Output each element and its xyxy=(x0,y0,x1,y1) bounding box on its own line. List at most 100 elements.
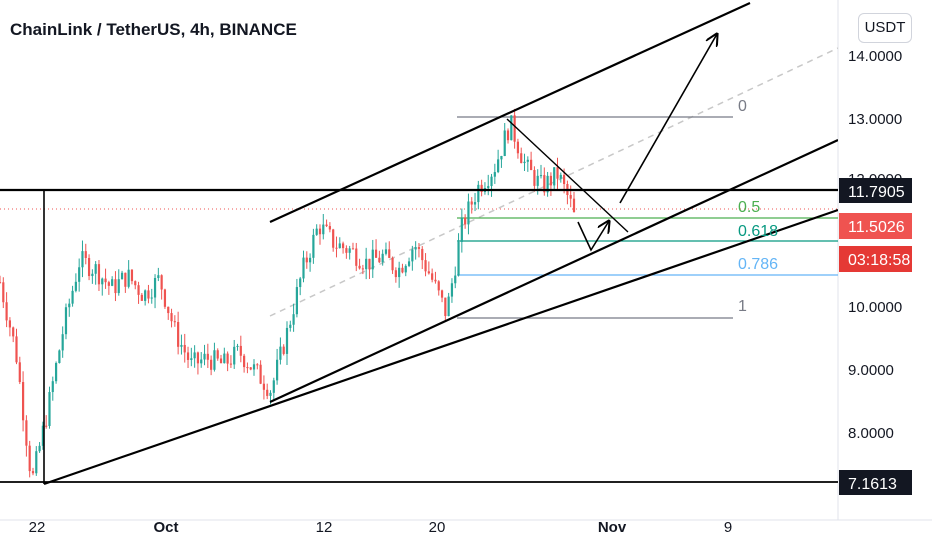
candle-body xyxy=(74,281,77,291)
current-price-tag xyxy=(839,213,912,239)
candle-body xyxy=(391,257,394,271)
y-tick-label: 14.0000 xyxy=(848,48,902,65)
candle-body xyxy=(341,243,345,249)
candle-body xyxy=(163,289,167,307)
candle-body xyxy=(358,265,361,269)
candle-body xyxy=(45,425,48,427)
x-tick-label: 22 xyxy=(29,519,46,536)
candle-body xyxy=(8,320,11,328)
candle-body xyxy=(490,176,493,187)
candle-body xyxy=(193,352,196,359)
lower-trendline xyxy=(43,208,838,486)
candle-body xyxy=(437,281,440,291)
candle-body xyxy=(295,287,298,315)
candle-body xyxy=(434,279,437,282)
candle-body xyxy=(388,249,391,258)
candle-body xyxy=(183,344,186,353)
candle-body xyxy=(467,201,470,225)
candle-body xyxy=(223,353,226,364)
candle-body xyxy=(312,234,315,258)
candle-body xyxy=(497,159,500,173)
candle-body xyxy=(269,392,272,396)
candle-body xyxy=(147,290,150,299)
candle-body xyxy=(556,167,559,179)
candle-body xyxy=(137,285,140,295)
candle-body xyxy=(572,198,576,213)
candle-body xyxy=(473,202,477,205)
candle-body xyxy=(170,313,173,322)
candle-body xyxy=(81,251,84,268)
y-tick-label: 10.0000 xyxy=(848,299,902,316)
candle-body xyxy=(381,253,384,263)
candle-body xyxy=(31,471,35,474)
candle-body xyxy=(332,229,335,248)
candle-body xyxy=(454,275,457,284)
candle-body xyxy=(252,364,256,370)
fib-label-0.618: 0.618 xyxy=(738,223,778,240)
candle-body xyxy=(404,265,407,273)
candle-body xyxy=(328,226,331,230)
candle-body xyxy=(120,272,124,280)
candle-body xyxy=(503,130,506,157)
candle-body xyxy=(206,353,209,360)
candle-body xyxy=(546,175,549,193)
candle-body xyxy=(292,314,295,325)
candle-body xyxy=(530,159,533,171)
pullback-arrow xyxy=(577,221,609,252)
candle-body xyxy=(35,451,38,474)
candle-body xyxy=(559,174,562,179)
candle-body xyxy=(322,224,325,235)
candle-body xyxy=(5,302,8,321)
candle-body xyxy=(130,269,134,282)
candle-body xyxy=(97,264,101,285)
candle-body xyxy=(78,267,81,282)
candle-body xyxy=(315,228,318,235)
candle-body xyxy=(61,334,64,351)
candle-body xyxy=(563,174,566,185)
candle-body xyxy=(256,364,259,366)
candle-body xyxy=(249,367,252,370)
candle-body xyxy=(398,267,401,278)
candle-body xyxy=(414,247,417,250)
fib-label-0.786: 0.786 xyxy=(738,256,778,273)
candle-body xyxy=(464,217,467,225)
candle-body xyxy=(41,425,44,446)
candle-body xyxy=(407,261,411,266)
candle-body xyxy=(457,241,460,276)
candle-body xyxy=(355,248,358,266)
x-tick-label: 20 xyxy=(429,519,446,536)
candle-body xyxy=(345,248,348,253)
candle-body xyxy=(493,172,496,177)
candle-body xyxy=(460,217,463,242)
candle-body xyxy=(368,258,371,270)
candle-body xyxy=(526,159,529,162)
breakout-arrow xyxy=(619,34,717,204)
candle-body xyxy=(101,278,104,285)
candle-body xyxy=(216,350,219,359)
candle-body xyxy=(302,257,305,279)
candle-body xyxy=(417,247,421,249)
candle-body xyxy=(114,279,117,294)
lower-level-label: 7.1613 xyxy=(848,476,897,493)
candlestick-series xyxy=(0,108,576,478)
candle-body xyxy=(421,248,424,261)
candle-body xyxy=(144,290,147,301)
candle-body xyxy=(539,175,543,177)
candle-body xyxy=(200,359,203,364)
chart-title: ChainLink / TetherUS, 4h, BINANCE xyxy=(10,20,297,39)
y-tick-label: 8.0000 xyxy=(848,425,894,442)
candle-body xyxy=(107,282,110,286)
candle-body xyxy=(266,389,269,396)
candle-body xyxy=(210,359,213,370)
currency-button[interactable]: USDT xyxy=(858,13,912,43)
candle-body xyxy=(203,353,206,360)
candle-body xyxy=(440,290,444,298)
candle-body xyxy=(318,228,322,235)
candle-body xyxy=(289,324,292,328)
candle-body xyxy=(94,264,97,274)
candle-body xyxy=(21,382,25,421)
candle-body xyxy=(213,350,216,370)
candle-body xyxy=(351,248,355,250)
candle-body xyxy=(308,257,312,263)
